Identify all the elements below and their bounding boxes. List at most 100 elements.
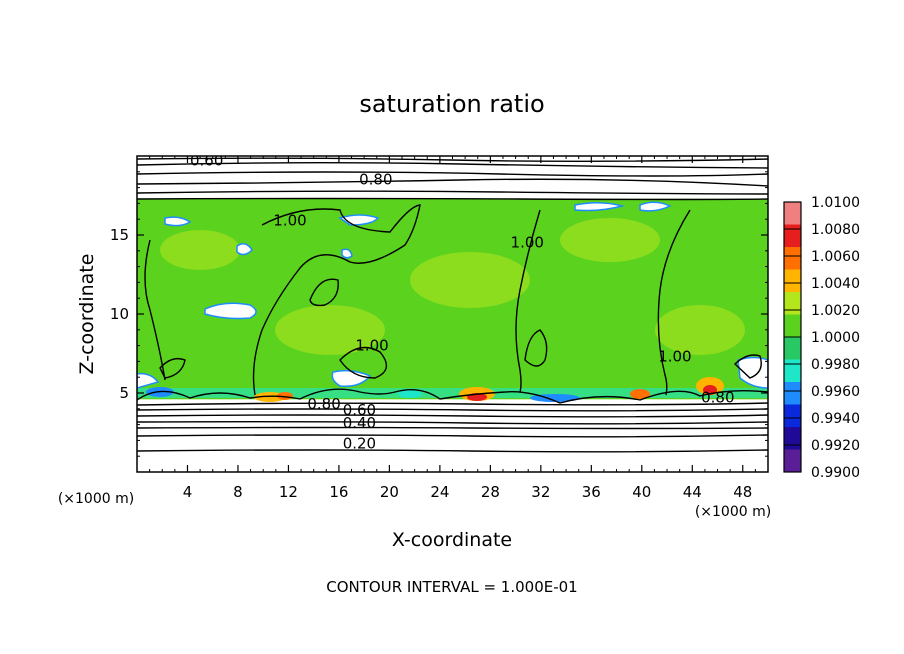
colorbar-label: 1.0020 <box>811 303 860 319</box>
x-tick-label: 4 <box>183 483 193 501</box>
contour-line <box>309 278 339 307</box>
patch <box>160 230 240 270</box>
contour-label: 1.00 <box>658 347 691 365</box>
contour-line <box>524 329 548 367</box>
pocket <box>164 216 192 227</box>
contour-line <box>657 209 691 396</box>
chart-title: saturation ratio <box>359 90 544 118</box>
y-tick-label: 5 <box>119 384 129 402</box>
x-tick-label: 24 <box>430 483 449 501</box>
plot-area: 0.600.801.001.001.001.000.80 0.800.600.40… <box>137 151 768 472</box>
contour-line <box>137 162 768 169</box>
contour-line <box>137 449 768 453</box>
contour-line <box>137 414 768 418</box>
colorbar-label: 0.9940 <box>811 411 860 427</box>
contour-line <box>252 204 421 396</box>
patch <box>655 305 745 355</box>
colorbar: 1.0100 1.0080 1.0060 1.0040 1.0020 1.0000 0.99… <box>783 195 860 481</box>
contour-line <box>515 209 541 393</box>
y-tick-label: 10 <box>110 305 129 323</box>
contour-line <box>137 402 768 406</box>
pocket <box>574 202 625 212</box>
x-axis-unit: (×1000 m) <box>695 504 771 520</box>
colorbar-swatch <box>784 449 801 472</box>
cyan-band <box>137 388 768 398</box>
patch <box>410 252 530 308</box>
y-tick-label: 15 <box>110 226 129 244</box>
pocket <box>639 201 672 212</box>
contour-label: 1.00 <box>511 234 544 252</box>
colorbar-swatch <box>784 359 801 382</box>
contour-line <box>137 178 768 187</box>
contour-lines <box>137 157 768 453</box>
colorbar-swatch <box>784 404 801 427</box>
contour-label: 0.80 <box>359 170 392 188</box>
patch <box>560 218 660 262</box>
contour-line <box>137 408 768 412</box>
colorbar-label: 0.9920 <box>811 438 860 454</box>
y-axis-ticks: 5 10 15 <box>110 171 768 457</box>
colorbar-swatch <box>784 247 801 270</box>
colorbar-label: 0.9980 <box>811 357 860 373</box>
contour-label: 0.60 <box>190 151 223 169</box>
colorbar-swatch <box>784 292 801 315</box>
colorbar-label: 0.9960 <box>811 384 860 400</box>
contour-line <box>144 239 166 381</box>
contour-label: 1.00 <box>355 336 388 354</box>
pocket <box>341 248 353 259</box>
colorbar-swatch <box>784 224 801 247</box>
contour-line <box>137 171 768 177</box>
x-tick-label: 48 <box>733 483 752 501</box>
supersaturation-spot <box>277 392 293 400</box>
x-tick-label: 20 <box>380 483 399 501</box>
contour-label: 0.40 <box>343 414 376 432</box>
colorbar-swatch <box>784 427 801 450</box>
contour-line <box>159 357 186 379</box>
contour-line <box>137 197 768 201</box>
contour-line <box>137 388 768 404</box>
x-tick-label: 8 <box>233 483 243 501</box>
x-tick-label: 28 <box>481 483 500 501</box>
colorbar-swatch <box>784 202 801 225</box>
contour-labels: 0.600.801.001.001.001.000.80 0.800.600.40… <box>190 151 735 452</box>
supersaturation-spot <box>630 389 650 399</box>
contour-line <box>137 426 768 430</box>
colorbar-label: 1.0060 <box>811 249 860 265</box>
near-saturation-patches <box>160 218 745 355</box>
x-tick-label: 16 <box>329 483 348 501</box>
x-axis-ticks: 4 8 12 16 20 24 28 32 36 40 44 48 <box>149 156 756 501</box>
colorbar-label: 1.0040 <box>811 276 860 292</box>
contour-label: 0.80 <box>307 395 340 413</box>
x-tick-label: 40 <box>632 483 651 501</box>
contour-label: 0.60 <box>343 401 376 419</box>
colorbar-swatch <box>784 337 801 360</box>
y-axis-label: Z-coordinate <box>76 254 98 375</box>
pocket <box>236 243 253 256</box>
contour-line <box>339 346 388 379</box>
contour-line <box>137 434 768 438</box>
x-tick-label: 44 <box>683 483 702 501</box>
pocket <box>204 302 257 320</box>
z-axis-unit: (×1000 m) <box>58 491 134 507</box>
x-tick-label: 32 <box>531 483 550 501</box>
patch <box>275 305 385 355</box>
x-tick-label: 12 <box>279 483 298 501</box>
colorbar-label: 1.0000 <box>811 330 860 346</box>
colorbar-label: 0.9900 <box>811 465 860 481</box>
contour-interval-note: CONTOUR INTERVAL = 1.000E-01 <box>326 578 577 596</box>
colorbar-swatch <box>784 382 801 405</box>
subsaturation-spot <box>398 390 422 398</box>
contour-label: 0.80 <box>701 388 734 406</box>
x-tick-label: 36 <box>582 483 601 501</box>
contour-label: 1.00 <box>273 212 306 230</box>
contour-line <box>137 190 768 195</box>
colorbar-label: 1.0080 <box>811 222 860 238</box>
pocket <box>137 372 160 389</box>
x-axis-label: X-coordinate <box>392 529 512 551</box>
colorbar-swatch <box>784 269 801 292</box>
colorbar-label: 1.0100 <box>811 195 860 211</box>
contour-line <box>137 420 768 425</box>
contour-label: 0.20 <box>343 434 376 452</box>
contour-line <box>733 354 762 379</box>
